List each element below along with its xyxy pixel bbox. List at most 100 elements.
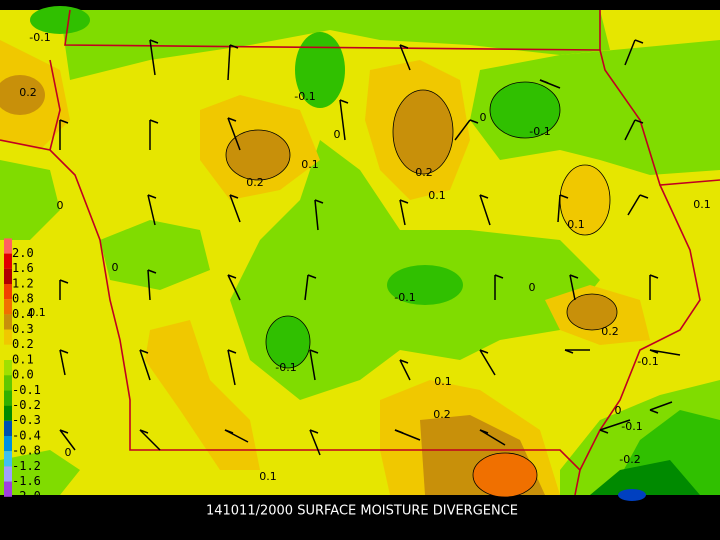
wind-barb-flag — [399, 199, 409, 204]
colorbar-swatch — [4, 405, 12, 421]
colorbar-label: 2.0 — [12, 246, 34, 260]
wind-barb — [227, 349, 236, 386]
wind-barb — [309, 349, 316, 381]
wind-barb — [399, 44, 411, 71]
contour-label: 0.1 — [567, 218, 585, 231]
footer-title: 141011/2000 SURFACE MOISTURE DIVERGENCE — [206, 504, 518, 519]
wind-barb — [227, 44, 231, 81]
fill-neg2 — [295, 32, 345, 108]
fill-pos2 — [0, 75, 45, 115]
wind-barb — [649, 349, 681, 356]
contour-label: 0 — [480, 111, 487, 124]
wind-barb — [309, 429, 321, 456]
wind-barb — [624, 39, 636, 66]
colorbar-swatch — [4, 375, 12, 391]
wind-barb-flag — [147, 194, 157, 199]
wind-barb — [399, 359, 411, 381]
wind-barb-flag — [314, 199, 324, 204]
wind-barb — [399, 199, 406, 226]
fill-neg — [60, 10, 610, 80]
border — [49, 59, 61, 151]
wind-barb-flag — [149, 39, 159, 44]
contour-label: 0.2 — [246, 176, 264, 189]
fill-neg — [100, 220, 210, 290]
colorbar-label: -0.2 — [12, 398, 41, 412]
contour-label: 0.1 — [301, 158, 319, 171]
colorbar-label: -1.2 — [12, 459, 41, 473]
wind-barb — [147, 194, 156, 226]
contour-label: 0.1 — [693, 198, 711, 211]
wind-barb — [624, 119, 636, 141]
wind-barb-flag — [149, 119, 159, 124]
colorbar-label: 1.2 — [12, 276, 34, 290]
wind-barb-flag — [59, 429, 69, 434]
wind-barbs — [59, 39, 681, 456]
fill-neg4 — [618, 489, 646, 501]
colorbar-swatch — [4, 436, 12, 452]
colorbar-swatch — [4, 314, 12, 330]
colorbar-swatch — [4, 360, 12, 376]
wind-barb-flag — [309, 429, 319, 434]
wind-barb-flag — [634, 39, 644, 44]
colorbar-label: -0.3 — [12, 413, 41, 427]
contour-label: 0.2 — [433, 408, 451, 421]
wind-barb-flag — [634, 119, 644, 124]
wind-barb-flag — [469, 119, 479, 124]
fill-neg2 — [387, 265, 463, 305]
fill-neg3 — [590, 460, 700, 495]
border — [579, 184, 701, 471]
wind-barb-flag — [639, 194, 649, 199]
colorbar-swatch — [4, 451, 12, 467]
wind-barb-flag — [479, 349, 489, 354]
colorbar-swatch — [4, 299, 12, 315]
contour-label: 0 — [615, 404, 622, 417]
colorbar-swatch — [4, 253, 12, 269]
contour-labels: -0.1 0.2 -0.1 0 0.1 0.2 0 -0.1 0.2 0.1 0.1 0.1 0 0 -0.… — [19, 31, 711, 483]
colorbar-label: 0.4 — [12, 307, 34, 321]
colorbar-label: -1.6 — [12, 474, 41, 488]
contour-label: 0 — [529, 281, 536, 294]
contour-label: 0 — [334, 128, 341, 141]
wind-barb — [227, 274, 241, 301]
colorbar-swatch — [4, 284, 12, 300]
contour-label: 0.1 — [259, 470, 277, 483]
wind-barb-flag — [309, 349, 319, 354]
fill-neg — [0, 160, 60, 240]
contour-label: -0.1 — [529, 125, 550, 138]
contour — [265, 315, 311, 369]
contour-label: 0.1 — [28, 306, 46, 319]
wind-barb — [599, 419, 631, 431]
contour-label: 0.1 — [428, 189, 446, 202]
wind-barb-flag — [59, 349, 69, 354]
wind-barb — [454, 119, 471, 141]
colorbar-label: 0.1 — [12, 352, 34, 366]
contour-label: 0.2 — [601, 325, 619, 338]
wind-barb-flag — [539, 79, 549, 84]
colorbar: 2.01.61.20.80.40.30.20.10.0-0.1-0.2-0.3-… — [4, 238, 41, 503]
contour-label: 0 — [112, 261, 119, 274]
wind-barb-flag — [559, 194, 569, 199]
wind-barb-flag — [394, 429, 404, 434]
colorbar-label: -2.0 — [12, 489, 41, 503]
contour-label: -0.1 — [394, 291, 415, 304]
wind-barb-flag — [649, 274, 659, 279]
contour-label: -0.1 — [637, 355, 658, 368]
wind-barb-flag — [339, 99, 349, 104]
contour-label: 0.2 — [415, 166, 433, 179]
wind-barb — [557, 194, 561, 223]
contour-label: -0.2 — [619, 453, 640, 466]
fill-pos1 — [560, 165, 610, 235]
contour — [566, 293, 618, 331]
wind-barb-flag — [307, 274, 317, 279]
wind-barb-flag — [494, 274, 504, 279]
wind-barb — [229, 194, 241, 223]
colorbar-label: -0.1 — [12, 383, 41, 397]
wind-barb-flag — [227, 349, 237, 354]
colorbar-swatch — [4, 344, 12, 360]
contour — [489, 81, 561, 139]
contour-label: 0.1 — [434, 375, 452, 388]
contour-label: -0.1 — [275, 361, 296, 374]
contour-label: 0 — [57, 199, 64, 212]
contour-label: 0.2 — [19, 86, 37, 99]
